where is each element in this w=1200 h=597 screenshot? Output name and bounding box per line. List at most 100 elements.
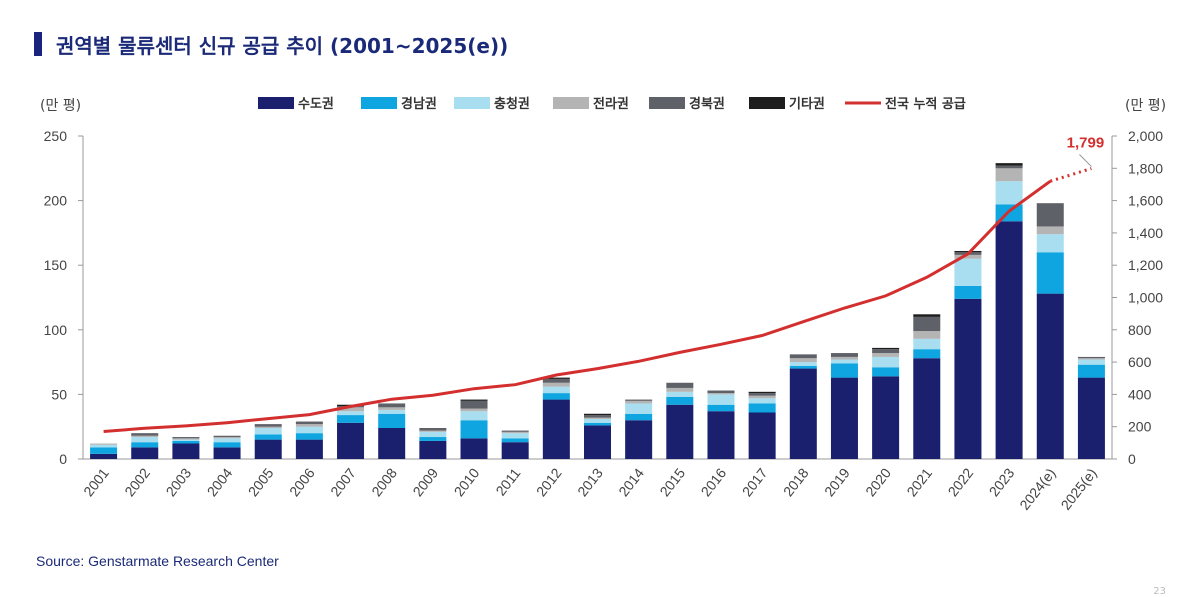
bar-segment — [90, 453, 118, 459]
bar-segment — [913, 331, 941, 339]
legend-label: 충청권 — [494, 96, 530, 112]
bar-segment — [172, 440, 200, 444]
bar-segment — [625, 413, 653, 421]
bar-segment — [666, 387, 694, 392]
bar-segment — [254, 427, 282, 435]
right-tick-label: 200 — [1128, 419, 1152, 435]
right-tick-label: 1,600 — [1128, 193, 1163, 209]
bar-segment — [1036, 226, 1064, 235]
legend-label: 전라권 — [593, 96, 629, 112]
bar-segment — [419, 440, 447, 459]
bar-segment — [666, 391, 694, 397]
annotation-leader — [1079, 154, 1092, 167]
legend-swatch — [454, 97, 490, 109]
bar-segment — [542, 377, 570, 379]
bar-segment — [625, 420, 653, 459]
bar-segment — [1077, 358, 1105, 360]
bar-segment — [378, 403, 406, 408]
x-tick-label: 2010 — [451, 465, 483, 500]
x-tick-label: 2024(e) — [1016, 465, 1058, 513]
bar-segment — [254, 424, 282, 427]
bar-segment — [995, 163, 1023, 166]
x-tick-label: 2005 — [245, 465, 277, 500]
bar-segment — [419, 437, 447, 441]
legend-label: 기타권 — [789, 96, 825, 112]
bar-segment — [337, 415, 365, 423]
bar-segment — [90, 443, 118, 445]
left-tick-label: 100 — [44, 322, 68, 338]
bar-segment — [789, 358, 817, 363]
bar-segment — [337, 411, 365, 416]
right-tick-label: 600 — [1128, 354, 1152, 370]
right-tick-label: 1,800 — [1128, 160, 1163, 176]
bar-segment — [789, 354, 817, 359]
bar-segment — [378, 413, 406, 428]
x-tick-label: 2017 — [739, 465, 771, 500]
bar-segment — [872, 353, 900, 357]
bar-segment — [90, 447, 118, 454]
bar-segment — [830, 356, 858, 360]
bar-segment — [584, 418, 611, 423]
bar-segment — [995, 168, 1023, 182]
bar-segment — [995, 165, 1023, 169]
bar-segment — [1077, 359, 1105, 365]
x-tick-label: 2003 — [162, 465, 194, 500]
bar-segment — [954, 285, 982, 299]
bar-segment — [213, 435, 241, 438]
legend-label: 경남권 — [401, 96, 437, 112]
bar-segment — [666, 404, 694, 459]
bar-segment — [954, 250, 982, 253]
bar-segment — [337, 422, 365, 459]
bar-segment — [501, 433, 529, 439]
annotation-label: 1,799 — [1067, 134, 1105, 151]
source-note: Source: Genstarmate Research Center — [36, 553, 279, 569]
bar-segment — [337, 407, 365, 412]
bar-segment — [172, 443, 200, 459]
bar-segment — [995, 181, 1023, 205]
bar-segment — [789, 362, 817, 366]
bar-segment — [625, 399, 653, 401]
bar-segment — [748, 391, 776, 394]
bar-segment — [460, 408, 488, 412]
x-tick-label: 2001 — [80, 465, 112, 500]
bar-segment — [707, 394, 735, 405]
bar-segment — [748, 395, 776, 399]
legend-label: 전국 누적 공급 — [885, 96, 966, 112]
bar-segment — [460, 420, 488, 439]
bar-segment — [954, 254, 982, 259]
bar-segment — [295, 421, 323, 425]
cumulative-line-projected — [1049, 167, 1092, 183]
left-tick-label: 0 — [59, 451, 67, 467]
bar-segment — [460, 399, 488, 401]
bar-segment — [131, 435, 159, 438]
legend-swatch — [258, 97, 294, 109]
bar-segment — [295, 424, 323, 427]
bar-segment — [501, 431, 529, 434]
x-tick-label: 2022 — [945, 465, 977, 500]
bar-segment — [584, 413, 611, 416]
right-tick-label: 800 — [1128, 322, 1152, 338]
bar-segment — [295, 433, 323, 440]
bar-segment — [830, 353, 858, 357]
bar-segment — [542, 393, 570, 400]
bar-segment — [789, 365, 817, 369]
bar-segment — [213, 447, 241, 459]
bar-segment — [872, 367, 900, 377]
bar-segment — [830, 363, 858, 378]
bar-segment — [1077, 377, 1105, 459]
bar-segment — [872, 356, 900, 368]
bar-segment — [378, 427, 406, 459]
bar-segment — [995, 221, 1023, 459]
bar-segment — [501, 438, 529, 443]
bar-segment — [625, 400, 653, 404]
bar-segment — [542, 378, 570, 383]
bar-segment — [254, 439, 282, 459]
x-tick-label: 2009 — [409, 465, 441, 500]
bar-segment — [172, 438, 200, 440]
left-tick-label: 150 — [44, 257, 68, 273]
bar-segment — [378, 407, 406, 410]
bar-segment — [913, 338, 941, 350]
bar-segment — [913, 349, 941, 359]
bar-segment — [872, 349, 900, 354]
x-tick-label: 2011 — [492, 465, 523, 499]
